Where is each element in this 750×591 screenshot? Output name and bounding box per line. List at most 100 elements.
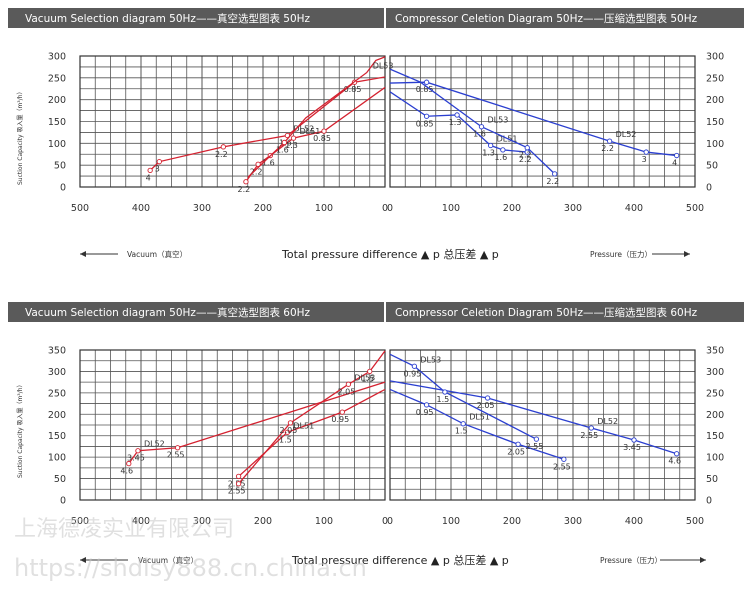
data-point [524,145,530,151]
y-tick-label: 50 [54,161,66,172]
plot-frame [389,55,696,188]
y-axis-label-60hz: Suction Capacity 吸入量（m³/h） [17,381,24,478]
y-tick-label: 150 [48,117,66,128]
data-label: 2.2 [601,144,614,153]
data-label: 1.3 [482,149,495,158]
charts-layer: 5004003002001000050100150200250300432.21… [48,52,724,528]
data-point [588,425,594,431]
data-label: 2.05 [280,426,298,435]
vacuum-label: Vacuum（真空） [127,249,187,259]
data-point [243,179,249,185]
data-point [478,124,485,130]
y-tick-label: 200 [48,410,66,421]
y-tick-label: 100 [48,453,66,464]
data-point [126,460,132,467]
data-label: 4 [146,173,151,182]
series-name: DL53 [488,116,509,125]
data-label: 1.6 [494,153,507,162]
y-tick-label: 200 [706,410,724,421]
data-point [500,147,506,153]
plot-frame [389,349,696,501]
data-label: 0.95 [403,369,421,378]
y-tick-label: 300 [706,52,724,63]
x-tick-label: 500 [71,203,89,214]
y-tick-label: 100 [48,139,66,150]
data-point [220,144,227,150]
chart-4: 0 100 200 300 400 5000501001502002503003502.0… [387,346,724,528]
series-name: DL51 [469,413,490,422]
data-label: 0.85 [416,119,434,128]
x-axis-title: Total pressure difference ▲ p 总压差 ▲ p [281,247,499,261]
y-tick-label: 300 [706,367,724,378]
panel-50hz-header: Vacuum Selection diagram 50Hz——真空选型图表 50… [8,8,744,28]
arrow-left-icon [80,557,86,563]
arrow-left-icon [80,251,86,257]
watermark-company: 上海德凌实业有限公司 [14,517,234,542]
data-point [287,420,294,426]
y-axis-label-50hz: Suction Capacity 吸入量（m³/h） [17,88,24,185]
x-tick-label: 300 [564,516,582,527]
data-point [281,139,287,146]
series-name: DL51 [293,421,314,430]
data-label: 1.6 [473,130,486,139]
data-label: 0.85 [416,85,434,94]
x-tick-label: 400 [132,516,150,527]
data-label: 2.2 [238,185,251,194]
data-point [552,171,558,177]
data-label: 2.2 [250,167,263,176]
y-tick-label: 250 [706,73,724,84]
series-line-dl51 [245,86,386,183]
data-label: 3 [155,165,160,174]
y-tick-label: 100 [706,139,724,150]
data-label: 2.2 [546,177,559,186]
vacuum-label: Vacuum（真空） [138,555,198,565]
chart-1: 5004003002001000050100150200250300432.21… [48,52,394,215]
x-tick-label: 0 [382,203,388,214]
data-label: 1.6 [262,159,275,168]
data-point [321,128,327,134]
x-tick-label: 100 [315,516,333,527]
data-point [460,421,466,427]
series-name: DL53 [354,373,375,382]
x-tick-label: 400 [625,516,643,527]
panel-60hz-header: Vacuum Selection diagram 50Hz——真空选型图表 60… [8,302,744,322]
watermark-url: https://shdlsy888.cn.china.cn [14,554,367,582]
y-tick-label: 0 [60,183,66,194]
y-tick-label: 250 [48,388,66,399]
data-label: 2.2 [215,150,228,159]
data-point [561,456,567,462]
data-label: 2.2 [519,155,532,164]
data-point [235,481,242,487]
data-label: 2.05 [477,401,495,410]
y-tick-label: 0 [706,183,712,194]
data-label: 1.5 [279,435,292,444]
data-label: 0.95 [416,408,434,417]
data-label: 0.95 [331,415,349,424]
footer-50hz: Vacuum（真空） Total pressure difference ▲ p… [80,247,690,261]
series-name: DL53 [420,355,441,364]
data-label: 2.55 [167,451,185,460]
data-point [156,159,162,165]
x-tick-label: 200 [503,203,521,214]
y-tick-label: 0 [60,496,66,507]
data-label: 2.55 [580,431,598,440]
footer-60hz: Vacuum（真空） Total pressure difference ▲ p… [80,553,706,567]
data-label: 3.45 [623,443,641,452]
data-label: 2.2 [519,151,532,160]
arrow-right-icon [700,557,706,563]
vacuum-60hz-title: Vacuum Selection diagram 50Hz——真空选型图表 60… [25,306,311,319]
y-tick-label: 200 [706,95,724,106]
chart-3: 500 400 300 200 100 0 0 50 100 150 200 250 300 350 4.6… [48,346,388,528]
data-label: 0.85 [344,85,362,94]
series-name: DL52 [616,130,637,139]
data-label: 2.55 [228,487,246,496]
x-axis-title: Total pressure difference ▲ p 总压差 ▲ p [291,553,509,567]
x-tick-label: 200 [254,516,272,527]
y-tick-label: 350 [48,346,66,357]
data-point [454,112,460,118]
x-tick-label: 100 [442,516,460,527]
y-tick-label: 150 [48,431,66,442]
y-tick-label: 350 [706,346,724,357]
data-point [255,161,261,167]
